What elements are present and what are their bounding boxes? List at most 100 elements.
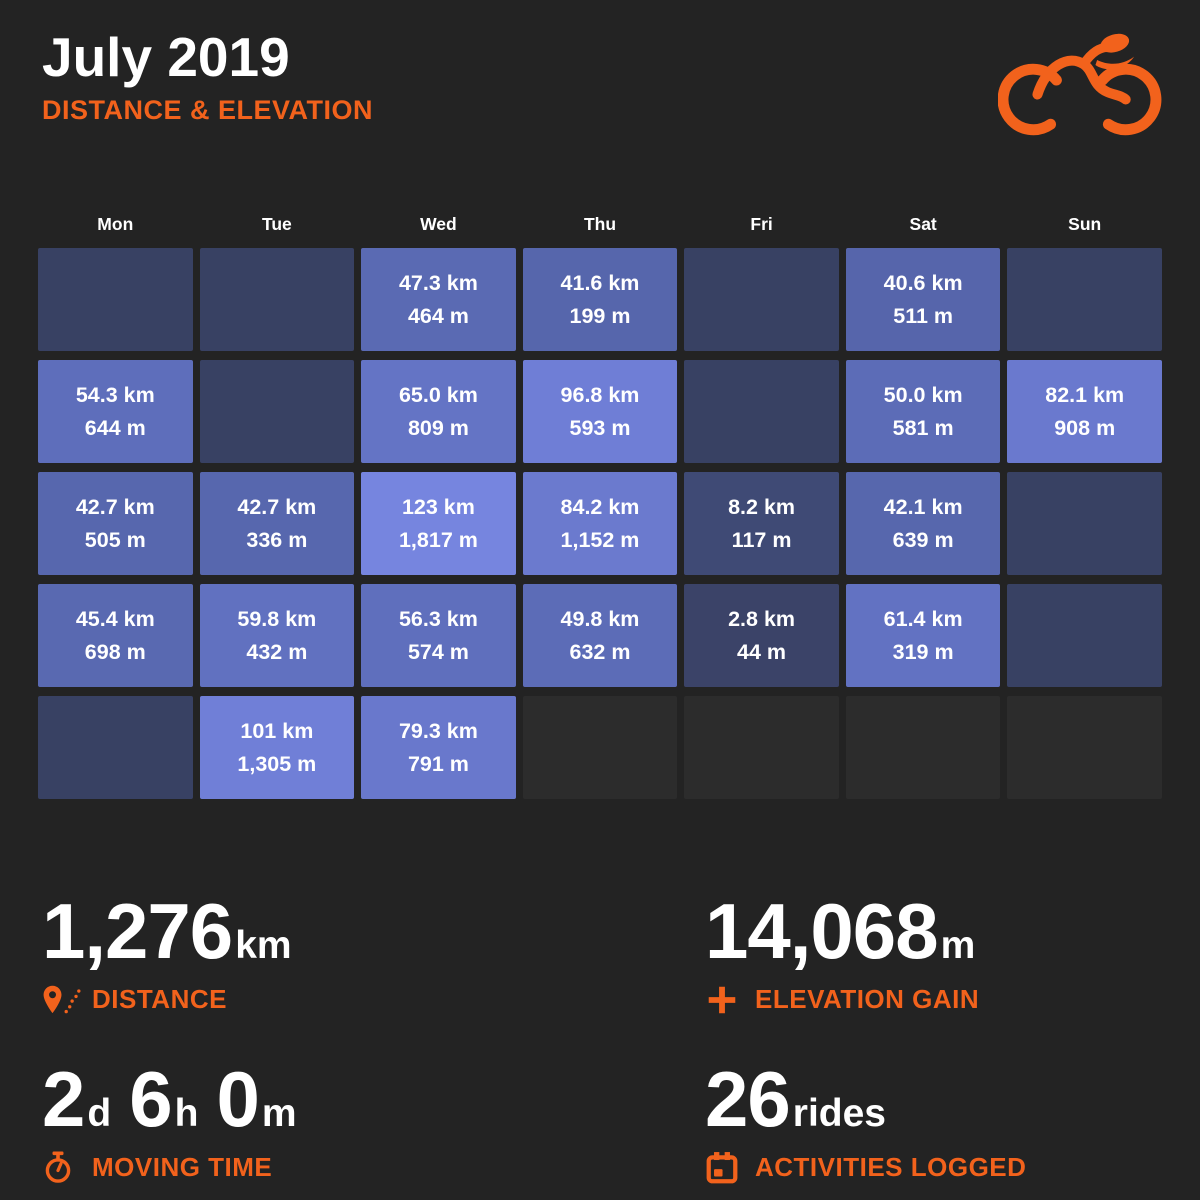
stat-number: 26 xyxy=(705,1054,791,1143)
plus-icon xyxy=(705,981,745,1019)
day-cell: 45.4 km 698 m xyxy=(38,584,193,687)
calendar-heatmap-grid: 47.3 km 464 m 41.6 km 199 m 40.6 km 511 m 54.3… xyxy=(38,248,1162,799)
stat-label: ACTIVITIES LOGGED xyxy=(755,1152,1027,1183)
cell-distance-value: 61.4 km xyxy=(883,606,963,631)
day-cell xyxy=(684,248,839,351)
summary-stats: 1,276km DISTANCE 14,068m ELEVATION GAIN 2d 6h… xyxy=(42,890,1162,1187)
cell-distance-value: 45.4 km xyxy=(75,606,155,631)
cell-elevation-value: 632 m xyxy=(569,639,631,664)
stat-moving-time: 2d 6h 0m MOVING TIME xyxy=(42,1058,705,1187)
day-cell xyxy=(199,360,355,463)
stat-number: 2 xyxy=(42,1054,85,1143)
day-cell: 84.2 km 1,152 m xyxy=(522,472,678,575)
stat-number: 6 xyxy=(129,1054,172,1143)
day-cell xyxy=(38,248,193,351)
stat-number: 14,068 xyxy=(705,887,939,975)
stat-value-part: 1,276km xyxy=(42,890,292,972)
day-header-sun: Sun xyxy=(1068,214,1102,234)
cell-elevation-value: 908 m xyxy=(1054,415,1116,440)
cell-elevation-value: 336 m xyxy=(246,527,308,552)
cell-distance-value: 65.0 km xyxy=(398,382,478,407)
stat-unit: m xyxy=(261,1091,297,1135)
day-cell: 40.6 km 511 m xyxy=(845,248,1001,351)
stat-unit: m xyxy=(940,924,976,967)
cell-elevation-value: 505 m xyxy=(84,527,146,552)
day-cell: 123 km 1,817 m xyxy=(361,472,516,575)
day-cell xyxy=(684,696,839,799)
day-cell: 101 km 1,305 m xyxy=(199,696,355,799)
cell-elevation-value: 1,152 m xyxy=(560,527,640,552)
stat-activities-logged: 26rides ACTIVITIES LOGGED xyxy=(705,1058,1162,1187)
cell-distance-value: 42.1 km xyxy=(883,494,963,519)
cell-distance-value: 56.3 km xyxy=(398,606,478,631)
cell-distance-value: 8.2 km xyxy=(728,494,796,519)
stat-distance: 1,276km DISTANCE xyxy=(42,890,705,1019)
day-cell xyxy=(1007,584,1162,687)
cell-distance-value: 79.3 km xyxy=(398,718,478,743)
cell-distance-value: 84.2 km xyxy=(560,494,640,519)
cell-elevation-value: 698 m xyxy=(84,639,146,664)
cell-elevation-value: 581 m xyxy=(892,415,954,440)
stat-label-row: MOVING TIME xyxy=(42,1149,705,1187)
cell-distance-value: 96.8 km xyxy=(560,382,640,407)
stat-value-part: 0m xyxy=(216,1058,296,1140)
day-cell xyxy=(1007,696,1162,799)
cell-elevation-value: 199 m xyxy=(569,303,631,328)
day-header-fri: Fri xyxy=(750,214,773,234)
cell-distance-value: 41.6 km xyxy=(560,270,640,295)
stat-elevation-gain: 14,068m ELEVATION GAIN xyxy=(705,890,1162,1019)
cell-distance-value: 42.7 km xyxy=(237,494,317,519)
cell-distance-value: 54.3 km xyxy=(75,382,155,407)
day-cell xyxy=(522,696,678,799)
day-cell: 96.8 km 593 m xyxy=(522,360,678,463)
stat-value-part: 26rides xyxy=(705,1058,886,1140)
day-cell: 49.8 km 632 m xyxy=(522,584,678,687)
day-cell: 42.7 km 505 m xyxy=(38,472,193,575)
cell-elevation-value: 464 m xyxy=(407,303,469,328)
day-cell xyxy=(1007,472,1162,575)
day-header-tue: Tue xyxy=(261,214,292,234)
cell-elevation-value: 1,305 m xyxy=(237,751,317,776)
day-header-sat: Sat xyxy=(909,214,937,234)
day-cell xyxy=(684,360,839,463)
day-header-wed: Wed xyxy=(420,214,457,234)
cell-distance-value: 40.6 km xyxy=(883,270,963,295)
cell-distance-value: 50.0 km xyxy=(883,382,963,407)
cell-elevation-value: 432 m xyxy=(246,639,308,664)
stat-value: 1,276km xyxy=(42,890,705,973)
page-subtitle: DISTANCE & ELEVATION xyxy=(42,95,374,125)
cell-distance-value: 2.8 km xyxy=(728,606,796,631)
stat-number: 1,276 xyxy=(42,887,233,975)
route-pin-icon xyxy=(42,981,82,1019)
stat-value-part: 6h xyxy=(129,1058,198,1140)
stat-label-row: ELEVATION GAIN xyxy=(705,981,1162,1019)
cell-elevation-value: 1,817 m xyxy=(398,527,478,552)
cell-distance-value: 101 km xyxy=(240,718,314,743)
day-cell: 47.3 km 464 m xyxy=(361,248,516,351)
day-cell: 2.8 km 44 m xyxy=(684,584,839,687)
stat-unit: rides xyxy=(792,1091,886,1135)
day-header-mon: Mon xyxy=(97,214,134,234)
day-cell xyxy=(199,248,355,351)
day-cell: 42.1 km 639 m xyxy=(845,472,1001,575)
card-header: July 2019 DISTANCE & ELEVATION xyxy=(0,0,1200,136)
stat-number: 0 xyxy=(216,1054,259,1143)
cell-distance-value: 47.3 km xyxy=(398,270,478,295)
stopwatch-icon xyxy=(42,1149,82,1187)
stat-value: 14,068m xyxy=(705,890,1162,973)
day-cell: 8.2 km 117 m xyxy=(684,472,839,575)
page-title: July 2019 xyxy=(42,26,290,88)
calendar-icon xyxy=(705,1149,745,1187)
day-cell xyxy=(38,696,193,799)
day-cell: 42.7 km 336 m xyxy=(199,472,355,575)
day-cell: 41.6 km 199 m xyxy=(522,248,678,351)
cyclist-logo-icon xyxy=(997,20,1166,142)
cell-distance-value: 82.1 km xyxy=(1045,382,1125,407)
day-cell: 65.0 km 809 m xyxy=(361,360,516,463)
stat-value: 26rides xyxy=(705,1058,1162,1141)
cell-elevation-value: 809 m xyxy=(407,415,469,440)
day-cell: 50.0 km 581 m xyxy=(845,360,1001,463)
day-cell: 59.8 km 432 m xyxy=(199,584,355,687)
cell-elevation-value: 574 m xyxy=(407,639,469,664)
